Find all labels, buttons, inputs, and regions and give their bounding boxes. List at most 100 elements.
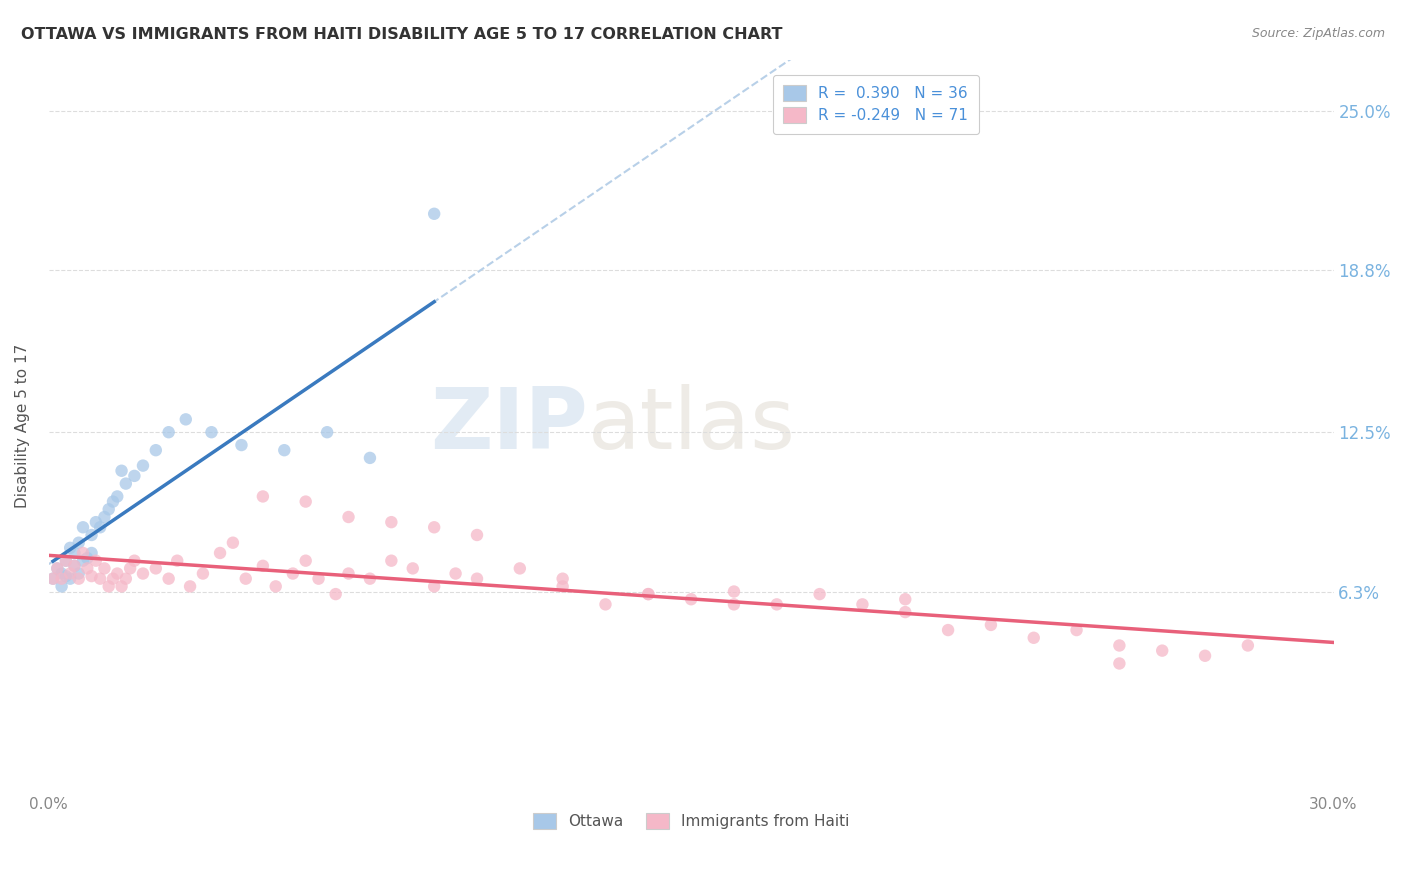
Point (67, 535, 90, 549)
Point (316, 425, 339, 440)
Point (80, 569, 103, 583)
Point (157, 572, 180, 586)
Point (110, 579, 132, 593)
Point (179, 579, 201, 593)
Text: OTTAWA VS IMMIGRANTS FROM HAITI DISABILITY AGE 5 TO 17 CORRELATION CHART: OTTAWA VS IMMIGRANTS FROM HAITI DISABILI… (21, 27, 783, 42)
Point (72, 520, 94, 534)
Point (980, 618, 1002, 632)
Point (200, 425, 222, 440)
Point (380, 554, 402, 568)
Point (294, 494, 316, 508)
Point (120, 561, 142, 575)
Point (252, 558, 274, 573)
Point (1152, 643, 1174, 657)
Point (252, 490, 274, 504)
Point (1022, 631, 1045, 645)
Point (723, 584, 745, 599)
Point (359, 450, 381, 465)
Y-axis label: Disability Age 5 to 17: Disability Age 5 to 17 (15, 343, 30, 508)
Point (46, 561, 69, 575)
Point (402, 561, 425, 575)
Point (1194, 648, 1216, 663)
Point (72, 546, 94, 560)
Point (337, 510, 360, 524)
Point (166, 554, 188, 568)
Point (894, 592, 917, 607)
Point (97, 579, 120, 593)
Point (93, 510, 115, 524)
Point (80, 528, 103, 542)
Point (105, 566, 128, 581)
Point (59, 572, 82, 586)
Point (124, 554, 146, 568)
Point (191, 566, 214, 581)
Point (723, 598, 745, 612)
Point (681, 592, 703, 607)
Text: Source: ZipAtlas.com: Source: ZipAtlas.com (1251, 27, 1385, 40)
Point (145, 443, 167, 458)
Point (97, 502, 120, 516)
Point (936, 623, 959, 637)
Point (67, 572, 90, 586)
Point (72, 554, 94, 568)
Point (59, 566, 82, 581)
Point (423, 207, 446, 221)
Point (42, 572, 65, 586)
Point (174, 412, 197, 426)
Point (359, 572, 381, 586)
Point (67, 566, 90, 581)
Point (325, 587, 347, 601)
Point (1066, 623, 1088, 637)
Point (235, 572, 257, 586)
Point (105, 490, 128, 504)
Point (894, 605, 917, 619)
Text: atlas: atlas (588, 384, 796, 467)
Point (1108, 657, 1130, 671)
Point (765, 598, 787, 612)
Point (51, 572, 73, 586)
Point (59, 541, 82, 555)
Point (89, 572, 111, 586)
Point (157, 425, 180, 440)
Point (808, 587, 831, 601)
Point (595, 598, 617, 612)
Point (222, 535, 245, 549)
Point (55, 554, 77, 568)
Point (209, 546, 232, 560)
Point (114, 476, 136, 491)
Point (1108, 639, 1130, 653)
Point (264, 579, 287, 593)
Point (55, 569, 77, 583)
Point (51, 566, 73, 581)
Legend: Ottawa, Immigrants from Haiti: Ottawa, Immigrants from Haiti (527, 807, 856, 836)
Point (551, 572, 574, 586)
Point (124, 469, 146, 483)
Point (145, 561, 167, 575)
Point (465, 528, 488, 542)
Point (101, 572, 124, 586)
Text: ZIP: ZIP (430, 384, 588, 467)
Point (110, 464, 132, 478)
Point (423, 520, 446, 534)
Point (93, 561, 115, 575)
Point (509, 561, 531, 575)
Point (380, 515, 402, 529)
Point (132, 458, 155, 473)
Point (231, 438, 253, 452)
Point (308, 572, 330, 586)
Point (465, 572, 488, 586)
Point (63, 546, 86, 560)
Point (273, 443, 295, 458)
Point (89, 520, 111, 534)
Point (637, 587, 659, 601)
Point (281, 566, 304, 581)
Point (63, 558, 86, 573)
Point (637, 587, 659, 601)
Point (55, 554, 77, 568)
Point (551, 579, 574, 593)
Point (851, 598, 873, 612)
Point (132, 566, 155, 581)
Point (76, 551, 98, 566)
Point (337, 566, 360, 581)
Point (1237, 639, 1260, 653)
